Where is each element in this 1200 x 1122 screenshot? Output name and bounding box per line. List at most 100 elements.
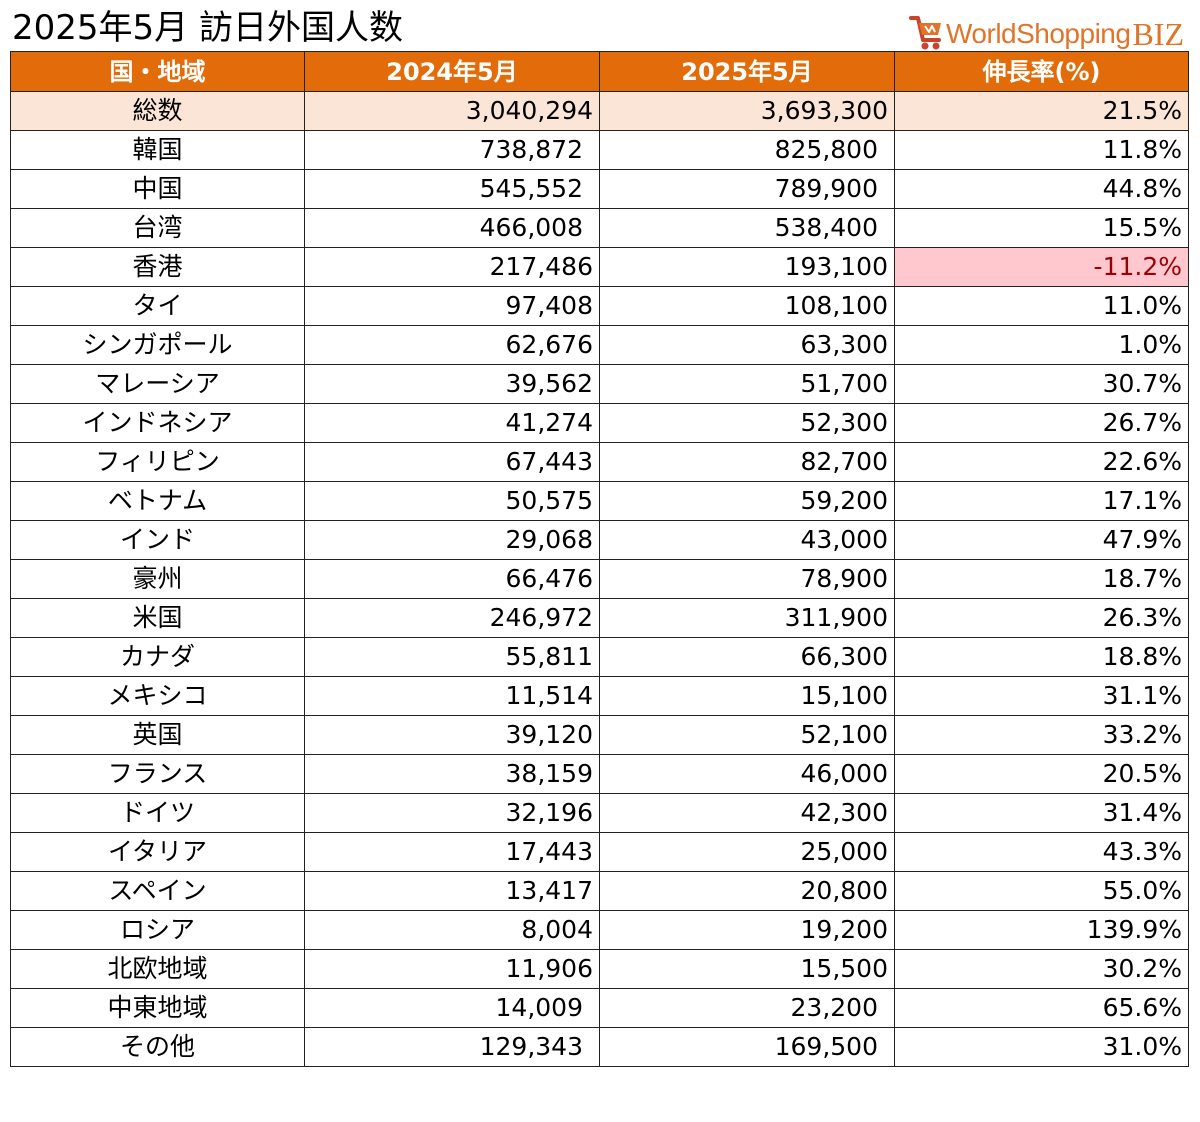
table-row: その他 129,343 169,500 31.0%	[10, 1027, 1189, 1067]
country-name-cell: 総数	[10, 91, 305, 131]
visitors-2025-cell: 789,900	[599, 169, 895, 209]
growth-rate-cell: -11.2%	[894, 247, 1189, 287]
table-row: インドネシア 41,274 52,300 26.7%	[10, 403, 1189, 443]
country-name-cell: 米国	[10, 598, 305, 638]
visitors-2024-cell: 62,676	[304, 325, 600, 365]
visitors-2025-cell: 63,300	[599, 325, 895, 365]
visitors-2024-cell: 3,040,294	[304, 91, 600, 131]
visitors-2025-cell: 82,700	[599, 442, 895, 482]
visitors-2025-cell: 311,900	[599, 598, 895, 638]
visitors-2025-cell: 78,900	[599, 559, 895, 599]
country-name-cell: カナダ	[10, 637, 305, 677]
country-name-cell: フィリピン	[10, 442, 305, 482]
growth-rate-cell: 33.2%	[894, 715, 1189, 755]
visitors-2024-cell: 466,008	[304, 208, 600, 248]
growth-rate-cell: 18.8%	[894, 637, 1189, 677]
visitors-2025-cell: 51,700	[599, 364, 895, 404]
visitors-2025-cell: 193,100	[599, 247, 895, 287]
growth-rate-cell: 11.0%	[894, 286, 1189, 326]
country-name-cell: タイ	[10, 286, 305, 326]
country-name-cell: 豪州	[10, 559, 305, 599]
visitors-2025-cell: 15,100	[599, 676, 895, 716]
country-name-cell: インドネシア	[10, 403, 305, 443]
table-row: 香港 217,486 193,100 -11.2%	[10, 247, 1189, 287]
country-name-cell: ドイツ	[10, 793, 305, 833]
visitors-2025-cell: 43,000	[599, 520, 895, 560]
visitors-2025-cell: 19,200	[599, 910, 895, 950]
worldshopping-biz-logo: WorldShopping BIZ	[908, 6, 1184, 52]
table-row: 中国 545,552 789,900 44.8%	[10, 169, 1189, 209]
visitors-2024-cell: 32,196	[304, 793, 600, 833]
visitors-2024-cell: 11,514	[304, 676, 600, 716]
visitors-2024-cell: 67,443	[304, 442, 600, 482]
visitors-2025-cell: 169,500	[599, 1027, 895, 1067]
visitors-2024-cell: 66,476	[304, 559, 600, 599]
visitors-2024-cell: 39,120	[304, 715, 600, 755]
country-name-cell: 北欧地域	[10, 949, 305, 989]
country-name-cell: 中東地域	[10, 988, 305, 1028]
growth-rate-cell: 31.0%	[894, 1027, 1189, 1067]
total-row: 総数 3,040,294 3,693,300 21.5%	[10, 91, 1189, 131]
table-row: マレーシア 39,562 51,700 30.7%	[10, 364, 1189, 404]
visitors-2024-cell: 41,274	[304, 403, 600, 443]
table-row: 英国 39,120 52,100 33.2%	[10, 715, 1189, 755]
table-row: 豪州 66,476 78,900 18.7%	[10, 559, 1189, 599]
table-row: 米国 246,972 311,900 26.3%	[10, 598, 1189, 638]
growth-rate-cell: 47.9%	[894, 520, 1189, 560]
growth-rate-cell: 43.3%	[894, 832, 1189, 872]
visitors-2025-cell: 66,300	[599, 637, 895, 677]
visitors-2025-cell: 52,100	[599, 715, 895, 755]
table-row: 北欧地域 11,906 15,500 30.2%	[10, 949, 1189, 989]
table-row: タイ 97,408 108,100 11.0%	[10, 286, 1189, 326]
visitors-2025-cell: 25,000	[599, 832, 895, 872]
visitors-2025-cell: 52,300	[599, 403, 895, 443]
column-header-2025-may: 2025年5月	[599, 51, 895, 92]
visitors-2025-cell: 42,300	[599, 793, 895, 833]
country-name-cell: インド	[10, 520, 305, 560]
shopping-cart-icon	[909, 16, 941, 50]
table-row: 中東地域 14,009 23,200 65.6%	[10, 988, 1189, 1028]
table-row: ベトナム 50,575 59,200 17.1%	[10, 481, 1189, 521]
growth-rate-cell: 11.8%	[894, 130, 1189, 170]
visitors-2024-cell: 738,872	[304, 130, 600, 170]
country-name-cell: スペイン	[10, 871, 305, 911]
visitors-2024-cell: 246,972	[304, 598, 600, 638]
table-row: カナダ 55,811 66,300 18.8%	[10, 637, 1189, 677]
growth-rate-cell: 21.5%	[894, 91, 1189, 131]
logo-wordmark: WorldShopping	[946, 18, 1131, 49]
table-row: スペイン 13,417 20,800 55.0%	[10, 871, 1189, 911]
growth-rate-cell: 20.5%	[894, 754, 1189, 794]
growth-rate-cell: 26.3%	[894, 598, 1189, 638]
visitor-statistics-table: 国・地域 2024年5月 2025年5月 伸長率(%) 総数 3,040,294 3…	[10, 51, 1189, 1067]
country-name-cell: 中国	[10, 169, 305, 209]
country-name-cell: ロシア	[10, 910, 305, 950]
visitors-2025-cell: 538,400	[599, 208, 895, 248]
growth-rate-cell: 65.6%	[894, 988, 1189, 1028]
visitors-2025-cell: 23,200	[599, 988, 895, 1028]
growth-rate-cell: 30.7%	[894, 364, 1189, 404]
column-header-growth-rate: 伸長率(%)	[894, 51, 1189, 92]
table-row: 韓国 738,872 825,800 11.8%	[10, 130, 1189, 170]
growth-rate-cell: 31.4%	[894, 793, 1189, 833]
country-name-cell: シンガポール	[10, 325, 305, 365]
visitors-2025-cell: 46,000	[599, 754, 895, 794]
table-row: イタリア 17,443 25,000 43.3%	[10, 832, 1189, 872]
table-row: フィリピン 67,443 82,700 22.6%	[10, 442, 1189, 482]
growth-rate-cell: 139.9%	[894, 910, 1189, 950]
visitors-2024-cell: 29,068	[304, 520, 600, 560]
column-header-2024-may: 2024年5月	[304, 51, 600, 92]
visitors-2024-cell: 217,486	[304, 247, 600, 287]
country-name-cell: フランス	[10, 754, 305, 794]
visitors-2024-cell: 13,417	[304, 871, 600, 911]
growth-rate-cell: 1.0%	[894, 325, 1189, 365]
visitors-2024-cell: 11,906	[304, 949, 600, 989]
visitors-2024-cell: 545,552	[304, 169, 600, 209]
table-row: シンガポール 62,676 63,300 1.0%	[10, 325, 1189, 365]
growth-rate-cell: 15.5%	[894, 208, 1189, 248]
growth-rate-cell: 22.6%	[894, 442, 1189, 482]
header-row: 国・地域 2024年5月 2025年5月 伸長率(%)	[10, 51, 1189, 92]
logo-suffix: BIZ	[1132, 16, 1184, 52]
table-row: ロシア 8,004 19,200 139.9%	[10, 910, 1189, 950]
growth-rate-cell: 31.1%	[894, 676, 1189, 716]
table-row: フランス 38,159 46,000 20.5%	[10, 754, 1189, 794]
